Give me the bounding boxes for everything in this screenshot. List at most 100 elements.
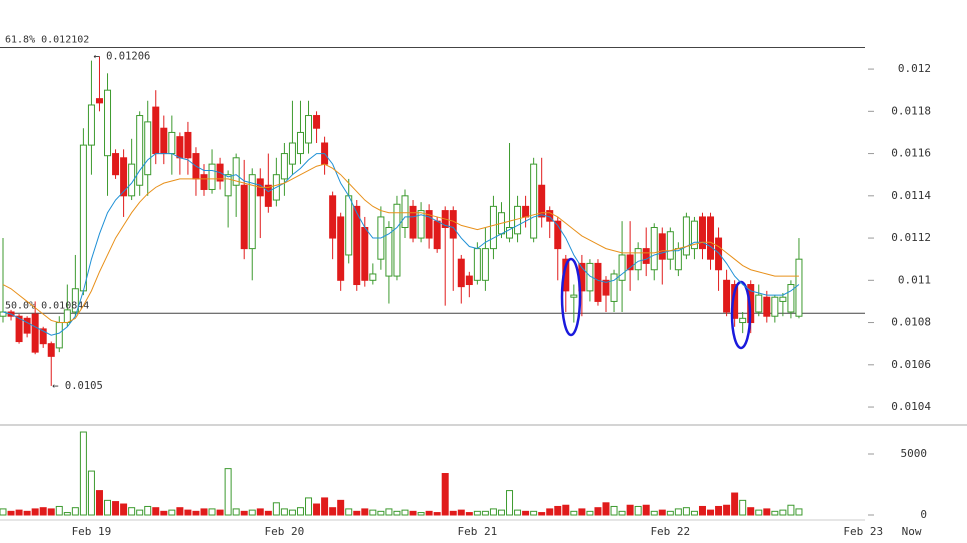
candle-body [120,157,128,197]
candle-body [248,174,256,250]
volume-bar [264,510,272,516]
volume-bar [87,470,95,516]
volume-bar [353,510,361,516]
y-tick-label: 0.011 [898,273,931,286]
candle-body [707,216,715,260]
candle-body [401,195,409,228]
level-label: 61.8% 0.012102 [5,35,89,46]
moving-average [2,163,799,324]
candle-body [208,163,216,190]
volume-bar [594,507,602,516]
candle-body [433,220,441,250]
candle-body [465,275,473,286]
volume-bar [104,499,112,516]
candle-body [409,205,417,239]
annotation: ← 0.0105 [52,380,103,392]
candle-body [739,317,747,324]
volume-bar [731,492,739,516]
volume-bar [112,501,120,516]
volume-bar [481,510,489,516]
volume-bar [79,431,87,516]
candle-body [288,142,296,165]
candle-body [337,216,345,281]
y-tick-label: 0.012 [898,62,931,75]
volume-tick-label: 0 [920,508,927,521]
candle-body [506,226,514,239]
candle-body [296,131,304,155]
candle-body [779,296,787,302]
candle-body [369,273,377,281]
volume-bar [666,510,674,516]
candle-body [128,163,136,197]
candle-body [71,288,79,313]
volume-bar [578,508,586,516]
x-tick-label: Feb 22 [650,525,690,538]
volume-bar [570,510,578,516]
candle-body [168,131,176,155]
candle-body [31,313,39,353]
candle-body [15,315,23,343]
volume-bar [707,509,715,516]
candle-body [104,89,112,157]
candle-body [95,98,103,104]
candle-body [353,205,361,286]
x-tick-label: Now [902,525,922,538]
candle-body [184,131,192,159]
candle-body [264,184,272,207]
candle-body [650,226,658,271]
candle-body [160,127,168,155]
candle-body [594,262,602,302]
candle-body [79,144,87,292]
candle-body [425,210,433,239]
candle-body [642,248,650,264]
volume-bar [63,512,71,516]
volume-bar [755,509,763,516]
candle-body [449,210,457,239]
volume-bar [763,508,771,516]
volume-bar [497,509,505,516]
volume-bar [650,510,658,516]
volume-bar [682,507,690,516]
candle-body [538,184,546,218]
volume-bar [723,504,731,516]
candle-body [674,248,682,271]
candle-body [682,216,690,256]
hand-circle [730,280,752,350]
candle-body [393,203,401,277]
candle-body [666,231,674,260]
volume-bar [95,490,103,516]
volume-bar [256,508,264,516]
candle-body [144,121,152,176]
volume-bar [530,510,538,516]
volume-bar [23,510,31,516]
volume-tick-label: 5000 [901,447,928,460]
volume-bar [224,468,232,516]
volume-bar [626,504,634,516]
volume-bar [642,504,650,516]
candle-body [787,284,795,313]
volume-bar [232,508,240,516]
candle-body [385,226,393,277]
volume-bar [449,510,457,516]
candle-body [47,343,55,357]
volume-bar [690,510,698,516]
candle-body [618,254,626,281]
candle-body [280,153,288,180]
volume-bar [747,507,755,516]
volume-bar [787,504,795,516]
volume-bar [184,509,192,516]
volume-bar [795,508,803,516]
candle-body [795,258,803,317]
volume-bar [771,510,779,516]
candle-body [554,220,562,250]
candle-body [626,254,634,271]
candle-body [87,104,95,146]
volume-bar [31,508,39,516]
volume-bar [377,510,385,516]
volume-bar [409,510,417,516]
volume-bar [441,473,449,516]
candle-body [152,106,160,155]
volume-bar [514,509,522,516]
volume-bar [546,508,554,516]
